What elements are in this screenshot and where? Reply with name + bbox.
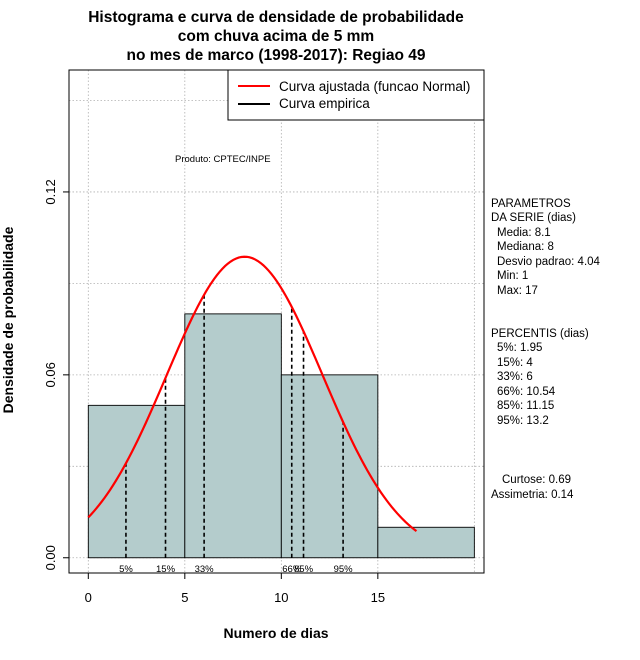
percentile-label: 15%: [156, 564, 176, 575]
percentil-85: 85%: 11.15: [497, 400, 554, 412]
param-max: Max: 17: [497, 285, 538, 297]
percentile-label: 85%: [294, 564, 314, 575]
legend: Curva ajustada (funcao Normal) Curva emp…: [227, 69, 485, 121]
y-tick-label: 0.12: [43, 179, 58, 204]
x-tick-label: 15: [371, 590, 385, 605]
percentile-label: 66%: [282, 564, 302, 575]
source-note: Produto: CPTEC/INPE: [175, 154, 271, 165]
x-tick-label: 10: [274, 590, 288, 605]
params-title-1: PARAMETROS: [491, 198, 571, 210]
legend-box: [227, 69, 485, 121]
percentis-title: PERCENTIS (dias): [491, 328, 589, 340]
normal-fit-curve: [87, 255, 418, 533]
legend-label-empirical: Curva empirica: [279, 96, 370, 111]
percentile-label: 95%: [334, 564, 354, 575]
percentile-label: 33%: [195, 564, 215, 575]
legend-label-fit: Curva ajustada (funcao Normal): [279, 79, 470, 94]
histogram-bar: [377, 526, 475, 559]
param-desvio: Desvio padrao: 4.04: [497, 256, 601, 268]
params-title-2: DA SERIE (dias): [491, 212, 576, 224]
x-tick-label: 0: [85, 590, 92, 605]
param-min: Min: 1: [497, 270, 528, 282]
y-tick-label: 0.00: [43, 545, 58, 570]
percentile-lines: 5% 15% 33% 66%85% 95%: [119, 294, 354, 575]
param-mediana: Mediana: 8: [497, 241, 554, 253]
percentil-15: 15%: 4: [497, 357, 533, 369]
percentil-5: 5%: 1.95: [497, 342, 542, 354]
percentil-66: 66%: 10.54: [497, 386, 556, 398]
histogram-bar: [184, 313, 282, 559]
y-axis-label: Densidade de probabilidade: [0, 226, 16, 413]
chart-title-line-3: no mes de marco (1998-2017): Regiao 49: [127, 47, 426, 64]
chart-title-line-1: Histograma e curva de densidade de proba…: [88, 9, 464, 26]
side-panel: PARAMETROS DA SERIE (dias) Media: 8.1 Me…: [491, 198, 601, 501]
axis-ticks: 0 5 10 15 0.00 0.06 0.12: [43, 179, 385, 605]
x-axis-label: Numero de dias: [223, 625, 328, 641]
assimetria: Assimetria: 0.14: [491, 489, 574, 501]
histogram-bars: [87, 313, 475, 559]
percentil-33: 33%: 6: [497, 371, 533, 383]
histogram-bar: [87, 404, 186, 559]
y-tick-label: 0.06: [43, 362, 58, 387]
percentil-95: 95%: 13.2: [497, 415, 549, 427]
histogram-bar: [280, 374, 379, 559]
x-tick-label: 5: [181, 590, 188, 605]
param-media: Media: 8.1: [497, 227, 551, 239]
percentile-label: 5%: [119, 564, 133, 575]
curtose: Curtose: 0.69: [502, 474, 571, 486]
chart-title-line-2: com chuva acima de 5 mm: [178, 28, 374, 45]
